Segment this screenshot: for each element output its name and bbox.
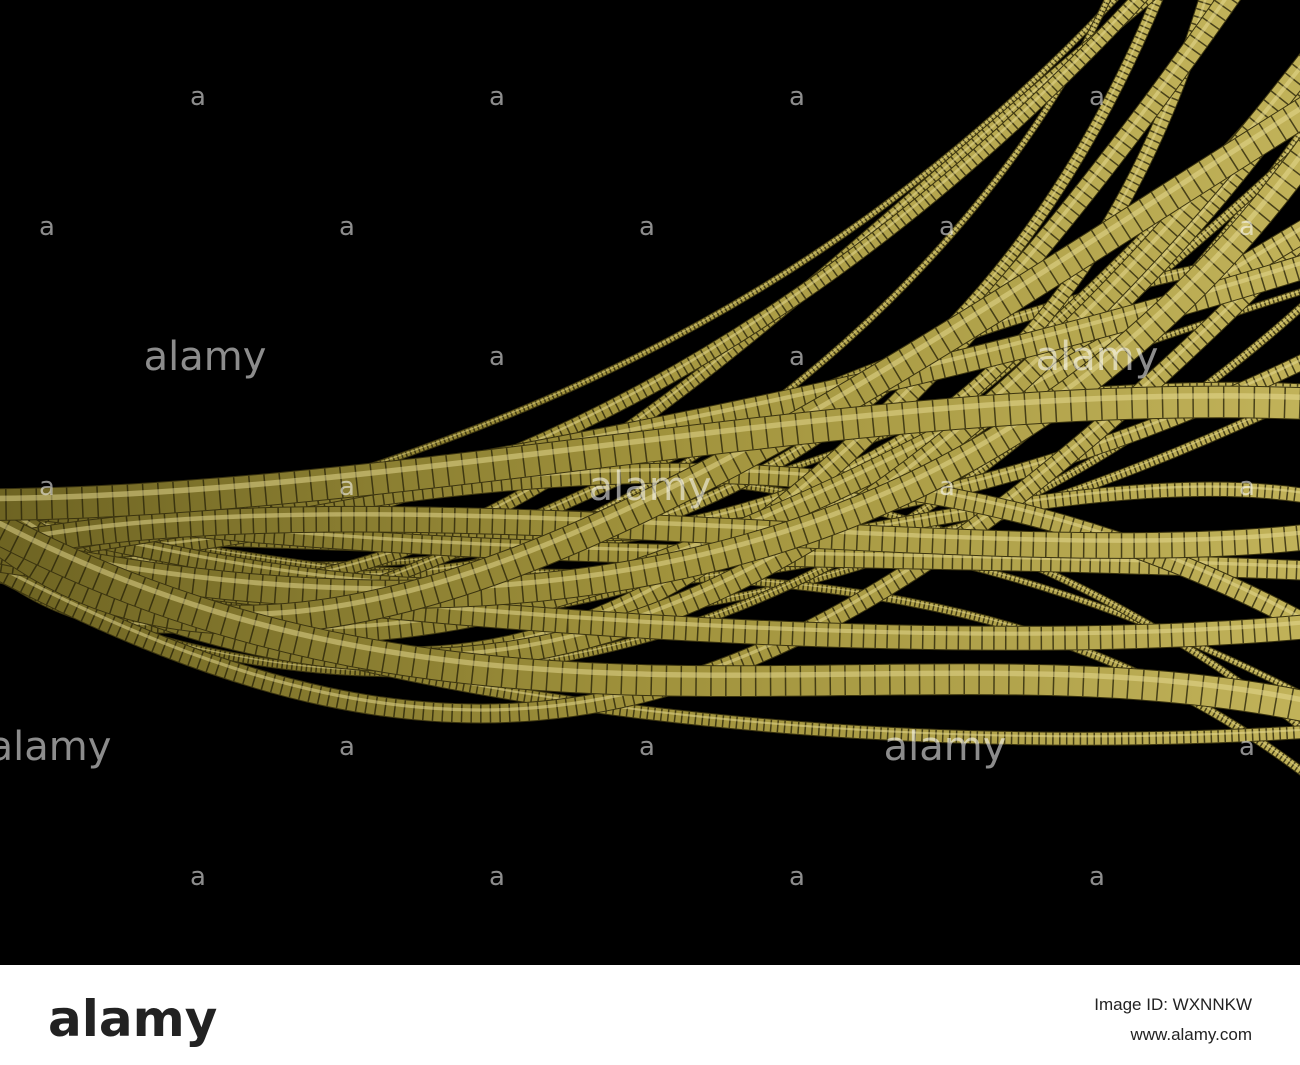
watermark-mark: a <box>1089 862 1105 892</box>
footer-bar <box>0 965 1300 1065</box>
watermark-logo: alamy <box>1036 334 1159 380</box>
tube-ribs <box>0 0 1118 572</box>
watermark-mark: a <box>1239 212 1255 242</box>
watermark-mark: a <box>339 212 355 242</box>
tube-body <box>0 138 1300 608</box>
watermarks: alamy alamy alamy alamy alamy a a a a a a a a a a a a a a a… <box>0 82 1255 892</box>
watermark-mark: a <box>339 732 355 762</box>
watermark-mark: a <box>939 472 955 502</box>
watermark-logo: alamy <box>0 724 111 770</box>
watermark-mark: a <box>489 82 505 112</box>
watermark-mark: a <box>789 82 805 112</box>
tube-highlight <box>0 512 1300 545</box>
watermark-mark: a <box>339 472 355 502</box>
watermark-logo: alamy <box>589 464 712 510</box>
watermark-mark: a <box>1239 472 1255 502</box>
tube-body <box>0 506 1300 560</box>
tubes <box>0 0 1300 777</box>
tube-highlight <box>0 393 1300 502</box>
watermark-mark: a <box>190 82 206 112</box>
tube-highlight <box>0 151 1300 592</box>
watermark-mark: a <box>639 212 655 242</box>
watermark-mark: a <box>39 212 55 242</box>
watermark-mark: a <box>489 862 505 892</box>
watermark-mark: a <box>1239 732 1255 762</box>
tube-body <box>0 512 1300 721</box>
tube-body <box>0 386 1300 520</box>
footer-url: www.alamy.com <box>1129 1025 1252 1044</box>
watermark-mark: a <box>639 732 655 762</box>
watermark-mark: a <box>939 212 955 242</box>
watermark-mark: a <box>1089 82 1105 112</box>
watermark-mark: a <box>190 862 206 892</box>
watermark-logo: alamy <box>144 334 267 380</box>
watermark-mark: a <box>789 342 805 372</box>
image-id: Image ID: WXNNKW <box>1094 995 1252 1014</box>
watermark-mark: a <box>39 472 55 502</box>
watermark-logo: alamy <box>884 724 1007 770</box>
footer-logo: alamy <box>48 990 217 1048</box>
watermark-mark: a <box>789 862 805 892</box>
tube-highlight <box>0 520 1300 703</box>
tube-ribs <box>0 496 1300 580</box>
watermark-mark: a <box>489 342 505 372</box>
